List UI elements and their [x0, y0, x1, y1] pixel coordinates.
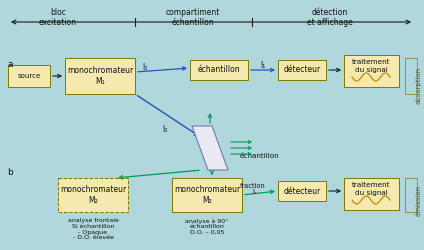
Text: Iₑ: Iₑ — [253, 189, 257, 195]
Text: monochromateur
M₁: monochromateur M₁ — [67, 66, 133, 86]
Text: détecteur: détecteur — [283, 66, 321, 74]
Text: I₀: I₀ — [142, 62, 148, 72]
Text: bloc
excitation: bloc excitation — [39, 8, 77, 28]
Bar — [65, 58, 135, 94]
Text: émission: émission — [416, 184, 422, 216]
Bar — [278, 60, 326, 80]
Text: détection
et affichage: détection et affichage — [307, 8, 353, 28]
Text: traitement: traitement — [352, 59, 390, 65]
Text: traitement: traitement — [352, 182, 390, 188]
Text: source: source — [17, 73, 41, 79]
Text: monochromateur
M₂: monochromateur M₂ — [60, 185, 126, 205]
Text: échantillon: échantillon — [198, 66, 240, 74]
Polygon shape — [192, 126, 228, 170]
Text: I₀: I₀ — [162, 126, 167, 134]
Text: a: a — [7, 60, 12, 69]
Text: compartiment
échantillon: compartiment échantillon — [166, 8, 220, 28]
Text: absorption: absorption — [416, 66, 422, 104]
Text: analyse frontale
Si échantillon
- Opaque
- D.O. élevée: analyse frontale Si échantillon - Opaque… — [67, 218, 118, 240]
Bar — [172, 178, 242, 212]
Text: b: b — [7, 168, 13, 177]
Text: I₁: I₁ — [260, 62, 265, 70]
Bar — [278, 181, 326, 201]
Bar — [58, 178, 128, 212]
Bar — [190, 60, 248, 80]
Bar — [344, 55, 399, 87]
Text: analyse à 90°
échantillon
D.O. – 0,05: analyse à 90° échantillon D.O. – 0,05 — [185, 218, 229, 235]
Bar — [344, 178, 399, 210]
Text: du signal: du signal — [354, 190, 388, 196]
Text: détecteur: détecteur — [283, 186, 321, 196]
Text: monochromateur
M₂: monochromateur M₂ — [174, 185, 240, 205]
Text: fraction: fraction — [240, 183, 266, 189]
Bar — [405, 178, 417, 212]
Text: du signal: du signal — [354, 67, 388, 73]
Text: échantillon: échantillon — [240, 153, 279, 159]
Bar — [8, 65, 50, 87]
Bar — [405, 58, 417, 94]
